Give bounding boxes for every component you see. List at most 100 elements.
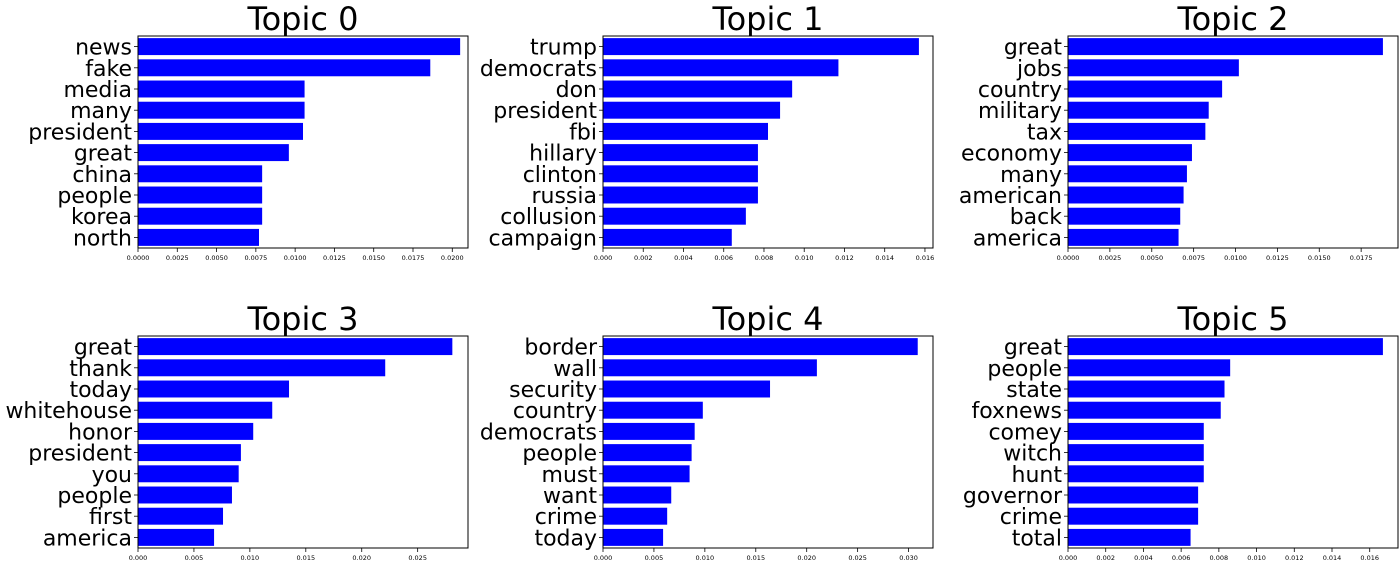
category-label: north <box>73 226 132 251</box>
category-label: trump <box>530 36 597 61</box>
x-tick-label: 0.0125 <box>1266 254 1289 262</box>
category-label: great <box>74 142 133 167</box>
bar-democrats <box>603 59 839 77</box>
category-label: must <box>542 463 598 488</box>
category-label: crime <box>535 505 597 530</box>
chart-svg: Topic 1 trumpdemocratsdonpresidentfbihill… <box>480 0 934 262</box>
category-label: president <box>28 442 132 467</box>
bar-today <box>138 380 290 398</box>
x-tick-label: 0.015 <box>296 554 315 562</box>
x-tick-label: 0.0125 <box>323 254 346 262</box>
category-label: great <box>74 336 133 361</box>
category-label: security <box>509 378 597 403</box>
category-label: back <box>1010 205 1063 230</box>
x-tick-label: 0.008 <box>755 254 774 262</box>
bar-thank <box>138 359 386 377</box>
x-tick-label: 0.0200 <box>441 254 464 262</box>
chart-title: Topic 3 <box>246 300 358 338</box>
x-tick-label: 0.020 <box>352 554 371 562</box>
topic-chart-0: Topic 0 news fake media many president great ch… <box>0 0 470 282</box>
bar-honor <box>138 422 254 440</box>
x-tick-label: 0.000 <box>594 254 613 262</box>
bar-great <box>1068 338 1383 356</box>
category-label: want <box>543 484 597 509</box>
category-label: border <box>524 336 598 361</box>
x-tick-label: 0.0025 <box>166 254 189 262</box>
chart-svg: Topic 4 borderwallsecuritycountrydemocrat… <box>480 300 934 562</box>
category-label: crime <box>1000 505 1062 530</box>
chart-svg: Topic 2 greatjobscountrymilitarytaxeconom… <box>959 0 1399 262</box>
category-label: many <box>1000 163 1062 188</box>
bar-campaign <box>603 228 732 246</box>
bar-many <box>138 101 305 119</box>
category-label: president <box>493 99 597 124</box>
category-label: media <box>63 78 132 103</box>
x-tick-label: 0.012 <box>1285 554 1304 562</box>
axes-frame <box>137 35 469 249</box>
bar-jobs <box>1068 59 1239 77</box>
bar-great <box>1068 38 1383 56</box>
category-label: country <box>978 78 1062 103</box>
topic-chart-4: Topic 4 border wall security country democrat… <box>465 300 935 582</box>
x-tick-label: 0.016 <box>1360 554 1379 562</box>
category-label: foxnews <box>972 399 1062 424</box>
bar-people <box>603 444 692 462</box>
bar-trump <box>603 38 919 56</box>
x-tick-label: 0.030 <box>899 554 918 562</box>
bar-china <box>138 165 263 183</box>
bar-people <box>1068 359 1231 377</box>
bar-first <box>138 507 224 525</box>
x-tick-label: 0.0100 <box>1224 254 1247 262</box>
x-tick-label: 0.002 <box>634 254 653 262</box>
x-tick-label: 0.000 <box>594 554 613 562</box>
bar-border <box>603 338 918 356</box>
category-label: fake <box>85 57 132 82</box>
bar-tax <box>1068 122 1206 140</box>
bar-country <box>603 401 703 419</box>
category-label: you <box>92 463 132 488</box>
bar-clinton <box>603 165 758 183</box>
bar-many <box>1068 165 1187 183</box>
category-label: jobs <box>1016 57 1062 82</box>
category-label: korea <box>71 205 132 230</box>
bar-north <box>138 228 259 246</box>
bar-security <box>603 380 771 398</box>
bar-president <box>603 101 781 119</box>
category-label: military <box>978 99 1062 124</box>
chart-svg: Topic 5 greatpeoplestatefoxnewscomeywitch… <box>963 300 1399 562</box>
category-label: fbi <box>569 120 597 145</box>
category-label: economy <box>961 142 1062 167</box>
category-label: first <box>89 505 132 530</box>
category-label: people <box>57 484 132 509</box>
x-tick-label: 0.0050 <box>205 254 228 262</box>
x-tick-label: 0.015 <box>746 554 765 562</box>
x-tick-label: 0.0075 <box>1182 254 1205 262</box>
chart-title: Topic 5 <box>1176 300 1288 338</box>
x-tick-label: 0.004 <box>674 254 693 262</box>
category-label: american <box>959 184 1062 209</box>
category-label: democrats <box>480 420 597 445</box>
x-tick-label: 0.025 <box>848 554 867 562</box>
bar-people <box>138 486 232 504</box>
category-label: state <box>1006 378 1062 403</box>
bar-great <box>138 144 289 162</box>
category-label: today <box>69 378 132 403</box>
category-label: news <box>75 36 132 61</box>
bar-news <box>138 38 461 56</box>
bar-hunt <box>1068 465 1204 483</box>
topic-chart-5: Topic 5 great people state foxnews comey witch… <box>930 300 1400 582</box>
x-tick-label: 0.0025 <box>1099 254 1122 262</box>
category-label: people <box>987 357 1062 382</box>
category-label: people <box>57 184 132 209</box>
category-label: great <box>1004 36 1063 61</box>
category-label: america <box>43 526 132 551</box>
x-tick-label: 0.0175 <box>1350 254 1373 262</box>
axes-frame <box>602 335 934 549</box>
category-label: governor <box>963 484 1063 509</box>
bar-you <box>138 465 239 483</box>
category-label: country <box>513 399 597 424</box>
x-tick-label: 0.025 <box>408 554 427 562</box>
x-tick-label: 0.000 <box>1059 554 1078 562</box>
chart-title: Topic 0 <box>246 0 358 38</box>
chart-title: Topic 2 <box>1176 0 1288 38</box>
